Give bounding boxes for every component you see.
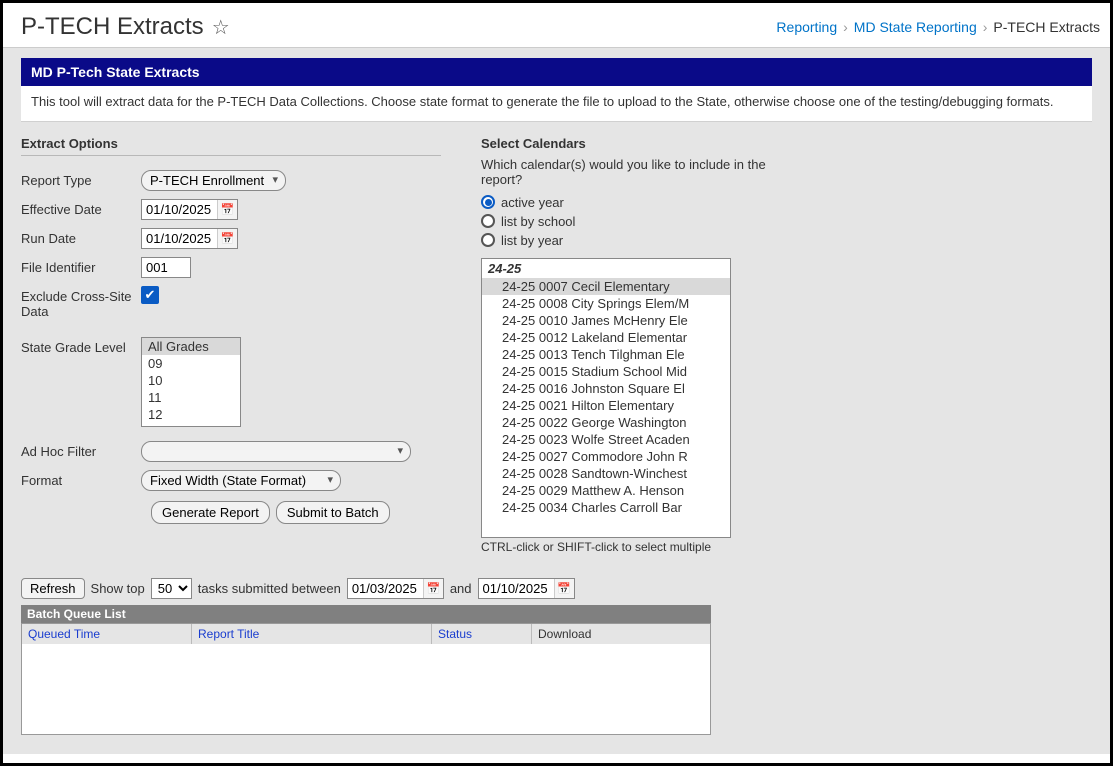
batch-date-from-field: 📅 — [347, 578, 444, 599]
calendar-option[interactable]: 24-25 0010 James McHenry Ele — [482, 312, 730, 329]
format-select[interactable]: Fixed Width (State Format) — [141, 470, 341, 491]
calendar-option[interactable]: 24-25 0028 Sandtown-Winchest — [482, 465, 730, 482]
file-identifier-label: File Identifier — [21, 257, 141, 275]
and-label: and — [450, 581, 472, 596]
refresh-button[interactable]: Refresh — [21, 578, 85, 599]
calendar-icon[interactable]: 📅 — [217, 200, 237, 219]
calendar-option[interactable]: 24-25 0007 Cecil Elementary — [482, 278, 730, 295]
radio-list-by-year-label: list by year — [501, 233, 563, 248]
calendar-hint: CTRL-click or SHIFT-click to select mult… — [481, 540, 781, 554]
effective-date-label: Effective Date — [21, 199, 141, 217]
radio-list-by-school-label: list by school — [501, 214, 575, 229]
panel-header: MD P-Tech State Extracts — [21, 58, 1092, 86]
batch-queue-columns: Queued Time Report Title Status Download — [22, 624, 710, 644]
format-label: Format — [21, 470, 141, 488]
calendar-icon[interactable]: 📅 — [217, 229, 237, 248]
report-type-label: Report Type — [21, 170, 141, 188]
extract-options-col: Extract Options Report Type P-TECH Enrol… — [21, 136, 441, 554]
radio-list-by-school[interactable] — [481, 214, 495, 228]
calendar-option[interactable]: 24-25 0012 Lakeland Elementar — [482, 329, 730, 346]
grade-option[interactable]: 10 — [142, 372, 240, 389]
show-top-label: Show top — [91, 581, 145, 596]
file-identifier-input[interactable] — [141, 257, 191, 278]
batch-queue-body — [22, 644, 710, 734]
page-title-wrap: P-TECH Extracts ☆ — [21, 13, 230, 41]
calendar-option[interactable]: 24-25 0029 Matthew A. Henson — [482, 482, 730, 499]
calendar-option[interactable]: 24-25 0023 Wolfe Street Acaden — [482, 431, 730, 448]
effective-date-field: 📅 — [141, 199, 238, 220]
header: P-TECH Extracts ☆ Reporting › MD State R… — [3, 3, 1110, 48]
select-calendars-col: Select Calendars Which calendar(s) would… — [481, 136, 781, 554]
radio-active-year-label: active year — [501, 195, 564, 210]
run-date-input[interactable] — [142, 229, 217, 248]
breadcrumb-link-reporting[interactable]: Reporting — [776, 19, 837, 35]
batch-queue-zone: Refresh Show top 50 tasks submitted betw… — [21, 578, 1092, 735]
col-queued-time[interactable]: Queued Time — [22, 624, 192, 644]
show-top-select[interactable]: 50 — [151, 578, 192, 599]
chevron-right-icon: › — [983, 19, 988, 35]
calendar-option[interactable]: 24-25 0016 Johnston Square El — [482, 380, 730, 397]
exclude-cross-site-label: Exclude Cross-Site Data — [21, 286, 141, 319]
exclude-cross-site-checkbox[interactable]: ✔ — [141, 286, 159, 304]
calendar-group: 24-25 — [482, 259, 730, 278]
radio-list-by-year[interactable] — [481, 233, 495, 247]
batch-date-from-input[interactable] — [348, 579, 423, 598]
tasks-between-label: tasks submitted between — [198, 581, 341, 596]
calendar-icon[interactable]: 📅 — [554, 579, 574, 598]
content-area: MD P-Tech State Extracts This tool will … — [3, 48, 1110, 754]
col-status[interactable]: Status — [432, 624, 532, 644]
grade-option[interactable]: 12 — [142, 406, 240, 423]
grade-option[interactable]: 11 — [142, 389, 240, 406]
form-zone: Extract Options Report Type P-TECH Enrol… — [21, 122, 1092, 554]
effective-date-input[interactable] — [142, 200, 217, 219]
grade-option[interactable]: 09 — [142, 355, 240, 372]
generate-report-button[interactable]: Generate Report — [151, 501, 270, 524]
run-date-field: 📅 — [141, 228, 238, 249]
favorite-star-icon[interactable]: ☆ — [212, 15, 230, 40]
radio-active-year[interactable] — [481, 195, 495, 209]
calendar-option[interactable]: 24-25 0022 George Washington — [482, 414, 730, 431]
chevron-right-icon: › — [843, 19, 848, 35]
breadcrumb-link-md-state[interactable]: MD State Reporting — [854, 19, 977, 35]
calendar-listbox[interactable]: 24-25 24-25 0007 Cecil Elementary 24-25 … — [481, 258, 731, 538]
batch-date-to-field: 📅 — [478, 578, 575, 599]
calendar-option[interactable]: 24-25 0015 Stadium School Mid — [482, 363, 730, 380]
calendar-option[interactable]: 24-25 0034 Charles Carroll Bar — [482, 499, 730, 516]
extract-options-title: Extract Options — [21, 136, 441, 156]
calendar-option[interactable]: 24-25 0027 Commodore John R — [482, 448, 730, 465]
batch-date-to-input[interactable] — [479, 579, 554, 598]
adhoc-filter-select[interactable] — [141, 441, 411, 462]
calendar-icon[interactable]: 📅 — [423, 579, 443, 598]
submit-to-batch-button[interactable]: Submit to Batch — [276, 501, 390, 524]
run-date-label: Run Date — [21, 228, 141, 246]
state-grade-level-label: State Grade Level — [21, 337, 141, 355]
breadcrumb-current: P-TECH Extracts — [993, 19, 1100, 35]
calendar-option[interactable]: 24-25 0008 City Springs Elem/M — [482, 295, 730, 312]
page-title: P-TECH Extracts — [21, 13, 204, 41]
adhoc-filter-label: Ad Hoc Filter — [21, 441, 141, 459]
state-grade-level-listbox[interactable]: All Grades 09 10 11 12 — [141, 337, 241, 427]
panel-description: This tool will extract data for the P-TE… — [21, 86, 1092, 122]
grade-option[interactable]: All Grades — [142, 338, 240, 355]
select-calendars-title: Select Calendars — [481, 136, 781, 155]
calendar-option[interactable]: 24-25 0013 Tench Tilghman Ele — [482, 346, 730, 363]
batch-queue-list-header: Batch Queue List — [21, 605, 711, 623]
report-type-select[interactable]: P-TECH Enrollment — [141, 170, 286, 191]
batch-queue-table: Queued Time Report Title Status Download — [21, 623, 711, 735]
breadcrumb: Reporting › MD State Reporting › P-TECH … — [776, 13, 1100, 35]
select-calendars-prompt: Which calendar(s) would you like to incl… — [481, 157, 781, 187]
app-frame: P-TECH Extracts ☆ Reporting › MD State R… — [0, 0, 1113, 766]
col-download: Download — [532, 624, 710, 644]
action-buttons: Generate Report Submit to Batch — [21, 501, 441, 524]
batch-controls: Refresh Show top 50 tasks submitted betw… — [21, 578, 1092, 599]
col-report-title[interactable]: Report Title — [192, 624, 432, 644]
calendar-option[interactable]: 24-25 0021 Hilton Elementary — [482, 397, 730, 414]
